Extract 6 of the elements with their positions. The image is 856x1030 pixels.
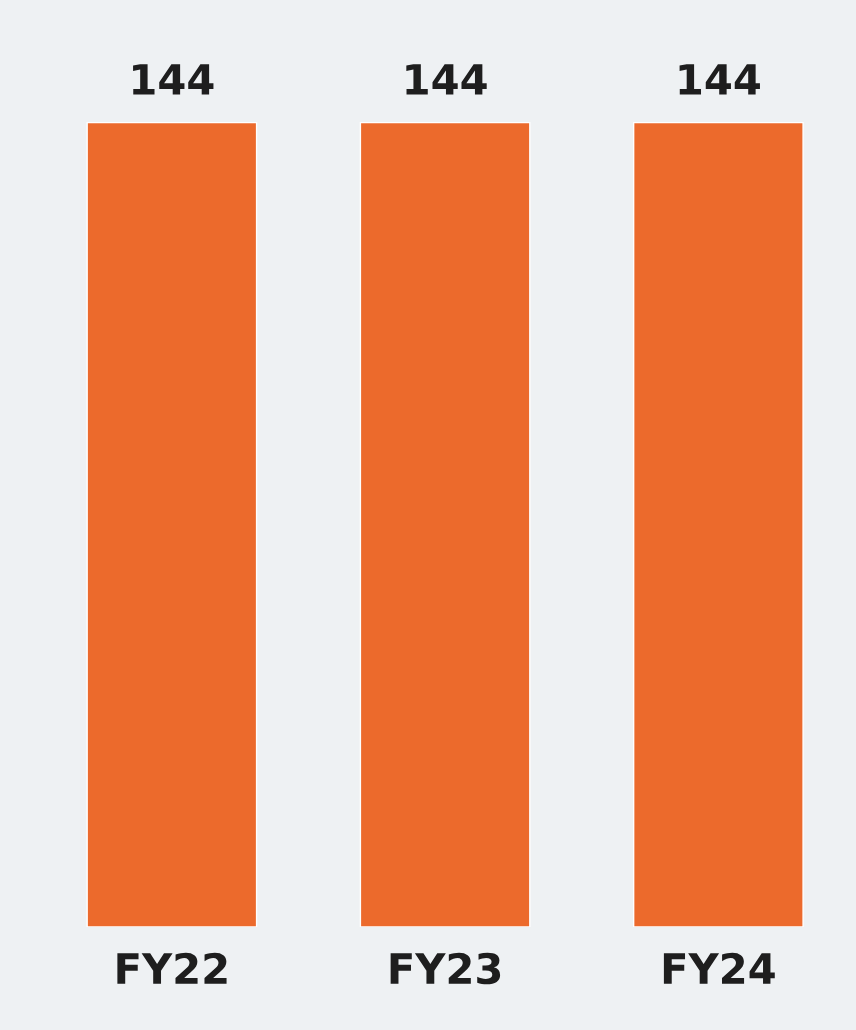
x-tick-label: FY22 [117, 952, 227, 984]
data-label: 144 [406, 64, 487, 95]
x-tick-label: FY23 [390, 952, 501, 985]
x-tick-label: FY24 [663, 952, 775, 984]
data-label: 144 [133, 64, 214, 95]
data-label: 144 [679, 64, 760, 95]
